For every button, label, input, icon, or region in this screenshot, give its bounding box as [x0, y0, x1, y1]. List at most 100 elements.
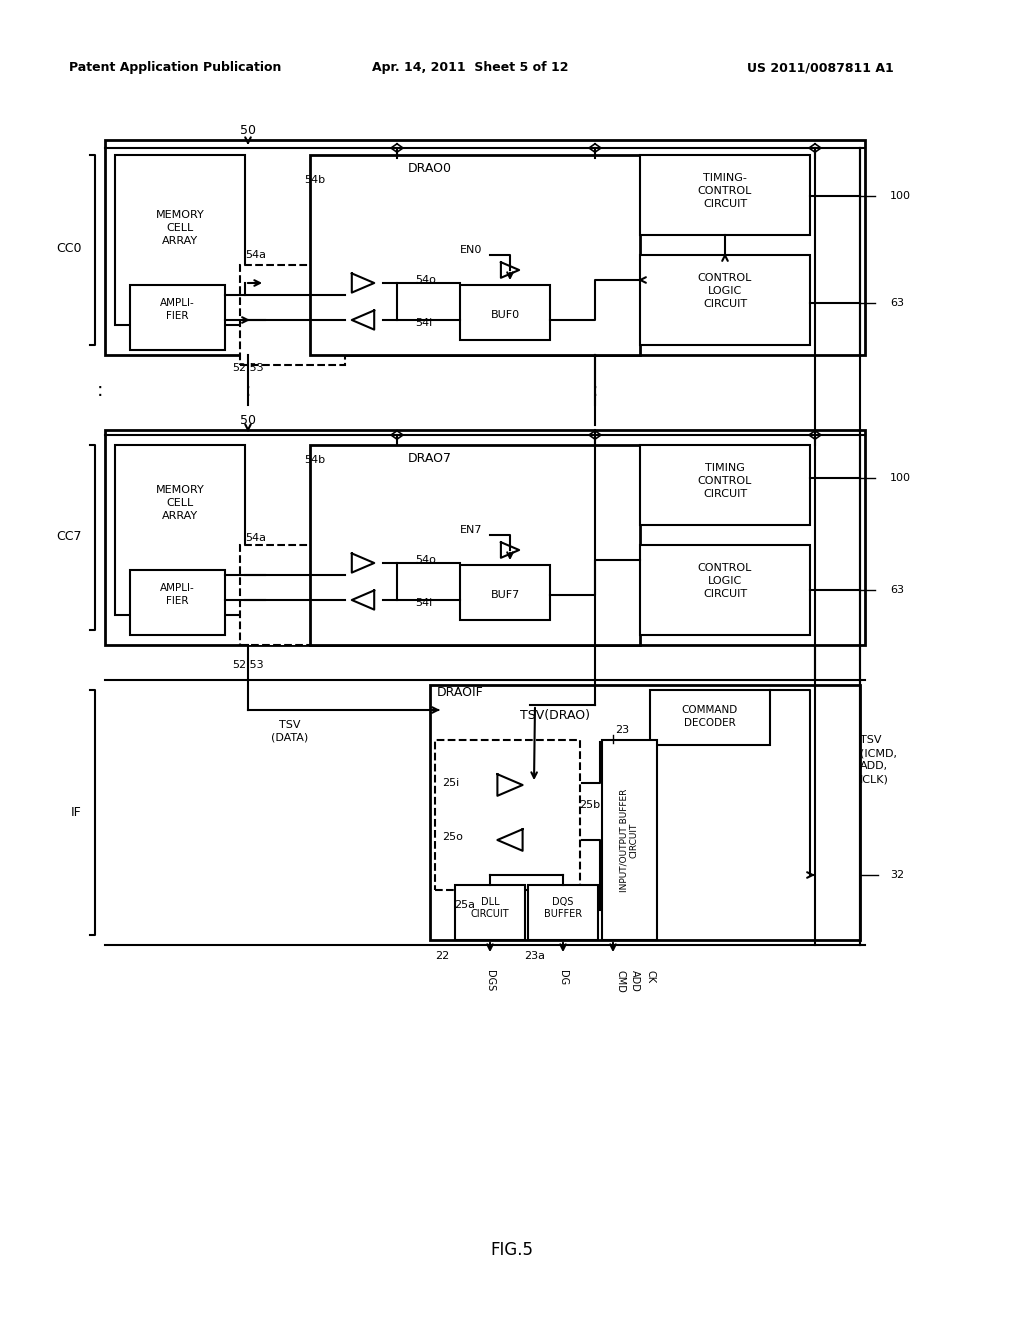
Text: COMMAND: COMMAND: [682, 705, 738, 715]
Text: DQS: DQS: [552, 898, 573, 907]
Text: EN0: EN0: [460, 246, 482, 255]
Text: 54i: 54i: [415, 598, 432, 609]
Text: MEMORY: MEMORY: [156, 484, 205, 495]
Text: 52,53: 52,53: [232, 660, 264, 671]
Text: 63: 63: [890, 585, 904, 595]
Text: CK: CK: [645, 970, 655, 983]
Text: ARRAY: ARRAY: [162, 511, 198, 521]
Bar: [310, 154, 640, 355]
Text: DECODER: DECODER: [684, 718, 736, 729]
Text: :: :: [592, 380, 598, 400]
Text: MEMORY: MEMORY: [156, 210, 205, 220]
Text: DG: DG: [558, 970, 568, 985]
Text: ADD: ADD: [630, 970, 640, 991]
Text: 54o: 54o: [415, 554, 436, 565]
Bar: [640, 545, 810, 635]
Text: CONTROL: CONTROL: [697, 477, 753, 486]
Text: CONTROL: CONTROL: [697, 186, 753, 195]
Text: TSV: TSV: [280, 719, 301, 730]
Text: 54o: 54o: [415, 275, 436, 285]
Text: TIMING-: TIMING-: [703, 173, 746, 183]
Text: 32: 32: [890, 870, 904, 880]
Bar: [460, 565, 550, 620]
Text: ICLK): ICLK): [860, 774, 889, 784]
Text: FIG.5: FIG.5: [490, 1241, 534, 1259]
Text: BUFFER: BUFFER: [544, 909, 582, 919]
Text: BUF0: BUF0: [490, 310, 519, 319]
Bar: [105, 430, 865, 645]
Text: 25o: 25o: [442, 832, 463, 842]
Text: LOGIC: LOGIC: [708, 286, 742, 296]
Text: CIRCUIT: CIRCUIT: [702, 199, 748, 209]
Text: AMPLI-: AMPLI-: [160, 298, 195, 308]
Text: CELL: CELL: [166, 223, 194, 234]
Bar: [640, 445, 810, 525]
Text: 54i: 54i: [415, 318, 432, 327]
Text: ADD,: ADD,: [860, 762, 888, 771]
Text: 25i: 25i: [442, 777, 459, 788]
Text: AMPLI-: AMPLI-: [160, 583, 195, 593]
Text: US 2011/0087811 A1: US 2011/0087811 A1: [746, 62, 893, 74]
Text: 23: 23: [615, 725, 629, 735]
Text: 25a: 25a: [455, 900, 475, 909]
Text: CIRCUIT: CIRCUIT: [702, 300, 748, 309]
Text: (ICMD,: (ICMD,: [860, 748, 897, 758]
Bar: [310, 445, 640, 645]
Text: CONTROL: CONTROL: [697, 564, 753, 573]
Bar: [240, 265, 345, 366]
Text: 50: 50: [240, 413, 256, 426]
Text: :: :: [245, 380, 251, 400]
Text: TIMING: TIMING: [706, 463, 744, 473]
Text: TSV: TSV: [860, 735, 882, 744]
Text: CIRCUIT: CIRCUIT: [702, 589, 748, 599]
Bar: [115, 154, 245, 325]
Bar: [650, 690, 770, 744]
Bar: [640, 154, 810, 235]
Text: CC0: CC0: [56, 242, 82, 255]
Bar: [130, 570, 225, 635]
Text: CMD: CMD: [615, 970, 625, 993]
Text: IF: IF: [72, 805, 82, 818]
Bar: [435, 741, 580, 890]
Text: DRAO7: DRAO7: [408, 451, 452, 465]
Text: 23a: 23a: [524, 950, 546, 961]
Bar: [130, 285, 225, 350]
Text: 22: 22: [435, 950, 450, 961]
Bar: [460, 285, 550, 341]
Text: FIER: FIER: [166, 312, 188, 321]
Bar: [115, 445, 245, 615]
Text: (DATA): (DATA): [271, 733, 308, 743]
Text: DRAOIF: DRAOIF: [436, 685, 483, 698]
Text: 50: 50: [240, 124, 256, 136]
Text: 63: 63: [890, 298, 904, 308]
Text: 25b: 25b: [580, 800, 600, 810]
Bar: [602, 741, 657, 940]
Text: CONTROL: CONTROL: [697, 273, 753, 282]
Text: 54a: 54a: [246, 533, 266, 543]
Text: 54b: 54b: [304, 176, 326, 185]
Text: TSV(DRAO): TSV(DRAO): [520, 709, 590, 722]
Text: :: :: [96, 380, 103, 400]
Text: DRAO0: DRAO0: [408, 161, 452, 174]
Bar: [528, 884, 598, 940]
Text: Patent Application Publication: Patent Application Publication: [69, 62, 282, 74]
Text: CELL: CELL: [166, 498, 194, 508]
Text: Apr. 14, 2011  Sheet 5 of 12: Apr. 14, 2011 Sheet 5 of 12: [372, 62, 568, 74]
Bar: [430, 685, 860, 940]
Bar: [455, 884, 525, 940]
Text: DGS: DGS: [485, 970, 495, 991]
Text: EN7: EN7: [460, 525, 482, 535]
Text: 54b: 54b: [304, 455, 326, 465]
Text: DLL: DLL: [480, 898, 500, 907]
Text: 52,53: 52,53: [232, 363, 264, 374]
Bar: [105, 140, 865, 355]
Text: 100: 100: [890, 473, 911, 483]
Text: INPUT/OUTPUT BUFFER
CIRCUIT: INPUT/OUTPUT BUFFER CIRCUIT: [620, 788, 639, 892]
Text: 54a: 54a: [246, 249, 266, 260]
Text: CC7: CC7: [56, 531, 82, 544]
Bar: [640, 255, 810, 345]
Text: BUF7: BUF7: [490, 590, 519, 601]
Text: 100: 100: [890, 191, 911, 201]
Text: CIRCUIT: CIRCUIT: [471, 909, 509, 919]
Text: ARRAY: ARRAY: [162, 236, 198, 246]
